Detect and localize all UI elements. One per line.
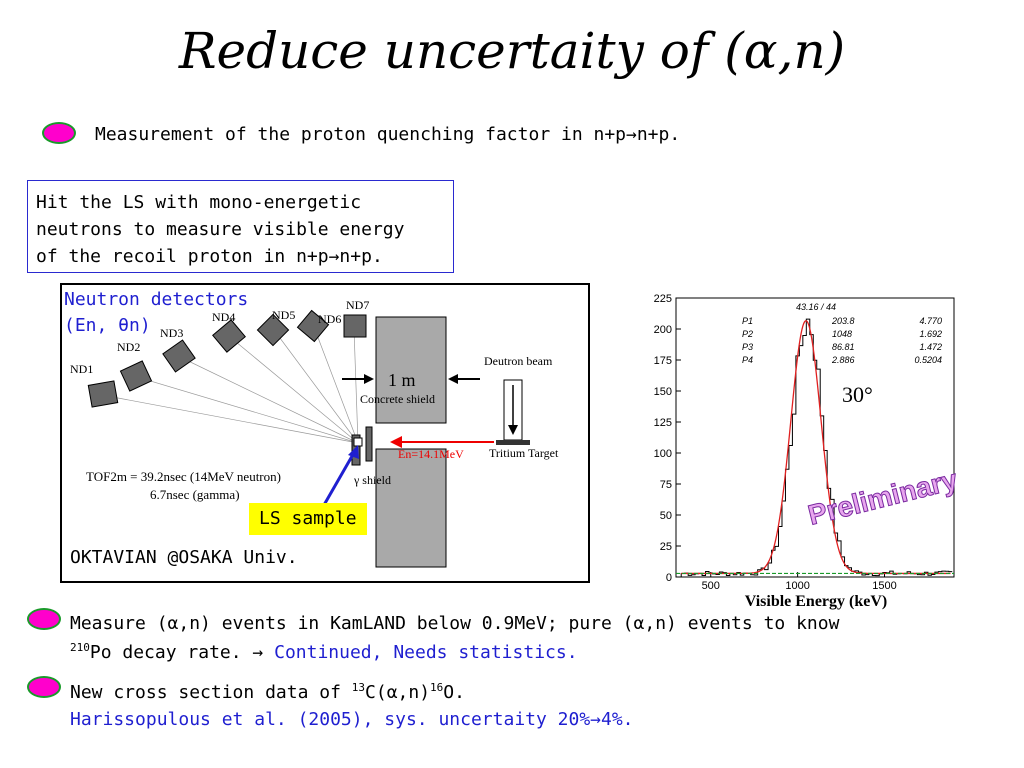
method-line-2: neutrons to measure visible energy xyxy=(36,219,405,240)
param-name: P3 xyxy=(742,342,753,352)
beam-label: Deutron beam xyxy=(484,354,553,368)
bullet-text-cross-section: New cross section data of 13C(α,n)16O. xyxy=(70,681,465,703)
detector-label-nd4: ND4 xyxy=(212,310,235,324)
c-mass-number: 13 xyxy=(351,681,366,694)
gamma-shield-label: γ shield xyxy=(353,473,391,487)
tof-line-2: 6.7nsec (gamma) xyxy=(150,487,240,502)
po-rate-text: Po decay rate. → xyxy=(89,642,275,663)
ls-sample-label: LS sample xyxy=(249,503,367,535)
plot-frame xyxy=(675,297,955,578)
x-tick-label: 500 xyxy=(702,580,720,592)
bullet-text-quenching: Measurement of the proton quenching fact… xyxy=(95,124,681,145)
detectors-title-line-1: Neutron detectors xyxy=(64,289,249,310)
y-tick-label: 175 xyxy=(654,355,672,367)
o-mass-number: 16 xyxy=(430,681,444,694)
detector-label-nd5: ND5 xyxy=(272,308,295,322)
tof-line-1: TOF2m = 39.2nsec (14MeV neutron) xyxy=(86,469,281,484)
continued-note: Continued, Needs statistics. xyxy=(274,642,578,663)
concrete-label: Concrete shield xyxy=(360,392,435,406)
spectrum-plot: 0 25 50 75 100 125 150 175 200 225 500 1000 1500 43.1… xyxy=(646,290,958,615)
detector-label-nd1: ND1 xyxy=(70,362,93,376)
param-name: P1 xyxy=(742,316,753,326)
param-error: 4.770 xyxy=(919,316,942,326)
angle-label: 30° xyxy=(842,382,873,407)
param-value: 86.81 xyxy=(832,342,855,352)
bullet-marker xyxy=(27,676,61,698)
experiment-setup-figure: ND1 ND2 ND3 ND4 ND5 ND6 ND7 1 m Concrete… xyxy=(60,283,590,583)
detector-label-nd3: ND3 xyxy=(160,326,183,340)
spectrum-svg: 0 25 50 75 100 125 150 175 200 225 500 1000 1500 43.1… xyxy=(654,293,958,610)
param-name: P4 xyxy=(742,355,753,365)
param-error: 0.5204 xyxy=(914,355,942,365)
x-tick-label: 1000 xyxy=(785,580,809,592)
y-tick-label: 150 xyxy=(654,386,672,398)
y-tick-label: 25 xyxy=(660,541,672,553)
energy-label: En=14.1MeV xyxy=(398,447,464,461)
y-tick-label: 225 xyxy=(654,293,672,305)
param-error: 1.472 xyxy=(919,342,942,352)
param-value: 1048 xyxy=(832,329,852,339)
detectors-title-line-2: (En, θn) xyxy=(64,315,151,336)
bullet-text-measure: Measure (α,n) events in KamLAND below 0.… xyxy=(70,613,840,634)
po-mass-number: 210 xyxy=(70,641,90,654)
lab-label: OKTAVIAN @OSAKA Univ. xyxy=(70,547,298,568)
bullet-marker xyxy=(42,122,76,144)
reference-text: Harissopulous et al. (2005), sys. uncert… xyxy=(70,709,634,730)
x-axis-label: Visible Energy (keV) xyxy=(745,593,888,610)
param-error: 1.692 xyxy=(919,329,942,339)
detector-label-nd7: ND7 xyxy=(346,298,369,312)
product-text: O. xyxy=(443,682,465,703)
thickness-label: 1 m xyxy=(388,370,416,390)
x-tick-label: 1500 xyxy=(872,580,896,592)
detector-label-nd2: ND2 xyxy=(117,340,140,354)
param-name: P2 xyxy=(742,329,753,339)
y-tick-label: 0 xyxy=(666,572,672,584)
page-title: Reduce uncertaity of (α,n) xyxy=(178,22,846,80)
y-tick-label: 50 xyxy=(660,510,672,522)
fit-header: 43.16 / 44 xyxy=(796,302,836,312)
method-line-3: of the recoil proton in n+p→n+p. xyxy=(36,246,383,267)
method-box: Hit the LS with mono-energetic neutrons … xyxy=(27,180,454,273)
y-tick-label: 100 xyxy=(654,448,672,460)
target-label: Tritium Target xyxy=(489,446,559,460)
setup-diagram: ND1 ND2 ND3 ND4 ND5 ND6 ND7 1 m Concrete… xyxy=(70,298,559,568)
param-value: 203.8 xyxy=(831,316,855,326)
y-tick-label: 125 xyxy=(654,417,672,429)
y-tick-label: 200 xyxy=(654,324,672,336)
detectors-title: Neutron detectors (En, θn) xyxy=(64,287,248,339)
y-tick-label: 75 xyxy=(660,479,672,491)
param-value: 2.886 xyxy=(831,355,855,365)
detector-label-nd6: ND6 xyxy=(318,312,341,326)
cross-section-text: New cross section data of xyxy=(70,682,352,703)
reaction-text: C(α,n) xyxy=(365,682,431,703)
method-line-1: Hit the LS with mono-energetic xyxy=(36,192,362,213)
bullet-text-po-rate: 210Po decay rate. → Continued, Needs sta… xyxy=(70,641,578,663)
bullet-marker xyxy=(27,608,61,630)
